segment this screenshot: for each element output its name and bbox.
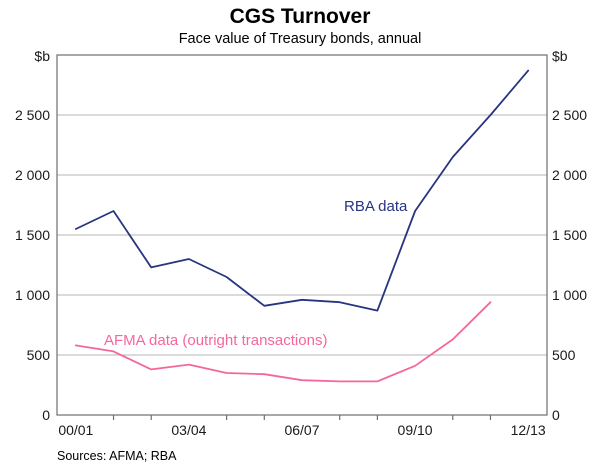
y-tick-label-right: 1 500 [552,227,588,243]
series-line-afma [74,301,492,383]
x-tick-label: 06/07 [284,422,320,438]
y-tick-label-right: 500 [552,347,576,363]
series-line-rba [74,69,530,312]
y-tick-label-left: 2 500 [14,107,50,123]
y-tick-label-right: 2 000 [552,167,588,183]
x-tick-label: 00/01 [58,422,94,438]
x-tick-label: 03/04 [171,422,207,438]
chart-subtitle: Face value of Treasury bonds, annual [178,31,422,47]
y-tick-label-left: 2 000 [14,167,50,183]
y-tick-label-left: 500 [26,347,50,363]
y-tick-label-right: 0 [552,407,560,423]
series-label-rba: RBA data [344,198,408,215]
y-tick-label-left: 1 500 [14,227,50,243]
source-note: Sources: AFMA; RBA [57,449,177,463]
y-tick-label-left: 0 [42,407,50,423]
x-tick-label: 12/13 [510,422,546,438]
plot-border [56,54,548,416]
series-label-afma: AFMA data (outright transactions) [104,332,328,349]
y-axis-unit-left: $b [34,48,50,64]
y-tick-label-right: 2 500 [552,107,588,123]
chart-title: CGS Turnover [229,5,371,28]
y-axis-unit-right: $b [552,48,568,64]
x-tick-label: 09/10 [397,422,433,438]
y-tick-label-right: 1 000 [552,287,588,303]
y-tick-label-left: 1 000 [14,287,50,303]
